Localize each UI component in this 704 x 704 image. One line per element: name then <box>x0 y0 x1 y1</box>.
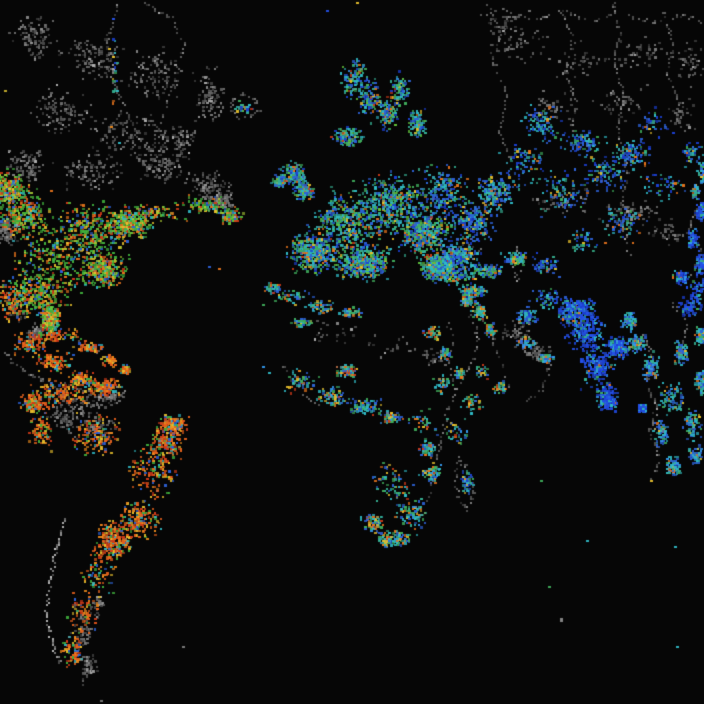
world-map-figure <box>0 0 704 704</box>
ip-activity-world-map-canvas <box>0 0 704 704</box>
